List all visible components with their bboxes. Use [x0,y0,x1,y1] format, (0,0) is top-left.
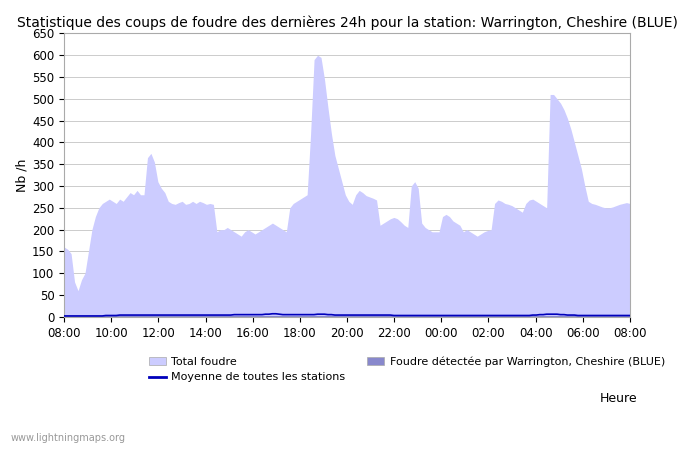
Text: www.lightningmaps.org: www.lightningmaps.org [10,433,125,443]
Y-axis label: Nb /h: Nb /h [15,158,28,192]
Legend: Total foudre, Moyenne de toutes les stations, Foudre détectée par Warrington, Ch: Total foudre, Moyenne de toutes les stat… [149,356,665,382]
Text: Heure: Heure [599,392,637,405]
Title: Statistique des coups de foudre des dernières 24h pour la station: Warrington, C: Statistique des coups de foudre des dern… [17,15,678,30]
